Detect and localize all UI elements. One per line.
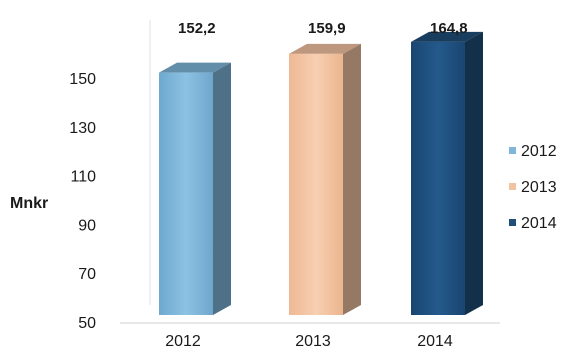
bar-side bbox=[343, 43, 361, 316]
bar-front bbox=[159, 72, 213, 315]
y-tick-label: 110 bbox=[70, 169, 96, 186]
y-tick-label: 130 bbox=[69, 120, 96, 137]
bar-top bbox=[411, 31, 483, 42]
data-label-2012: 152,2 bbox=[178, 20, 216, 37]
bar-front bbox=[289, 53, 343, 316]
legend-swatch-2014 bbox=[509, 219, 516, 226]
y-tick-label: 150 bbox=[69, 71, 96, 88]
y-tick-label: 70 bbox=[78, 266, 96, 283]
data-label-2013: 159,9 bbox=[308, 20, 346, 37]
legend-label-2012: 2012 bbox=[521, 143, 557, 160]
legend-label-2013: 2013 bbox=[521, 179, 557, 196]
legend-label-2014: 2014 bbox=[521, 215, 557, 232]
bar-side bbox=[465, 31, 483, 315]
data-label-2014: 164,8 bbox=[430, 20, 468, 37]
x-tick-label-2012: 2012 bbox=[165, 333, 201, 350]
legend: 2012 2013 2014 bbox=[509, 143, 557, 232]
y-ticks: 150 130 110 90 70 50 bbox=[69, 71, 96, 332]
x-tick-label-2013: 2013 bbox=[295, 333, 331, 350]
bar-top bbox=[159, 62, 231, 73]
bar-front bbox=[411, 41, 465, 315]
legend-swatch-2013 bbox=[509, 183, 516, 190]
bar-2014 bbox=[411, 31, 483, 315]
bar-top bbox=[289, 43, 361, 54]
y-tick-label: 50 bbox=[78, 315, 96, 332]
legend-swatch-2012 bbox=[509, 147, 516, 154]
bar-side bbox=[213, 62, 231, 315]
y-axis-label: Mnkr bbox=[10, 195, 48, 212]
bar-2013 bbox=[289, 43, 361, 316]
bar-2012 bbox=[159, 62, 231, 315]
x-tick-label-2014: 2014 bbox=[417, 333, 453, 350]
y-tick-label: 90 bbox=[78, 217, 96, 234]
